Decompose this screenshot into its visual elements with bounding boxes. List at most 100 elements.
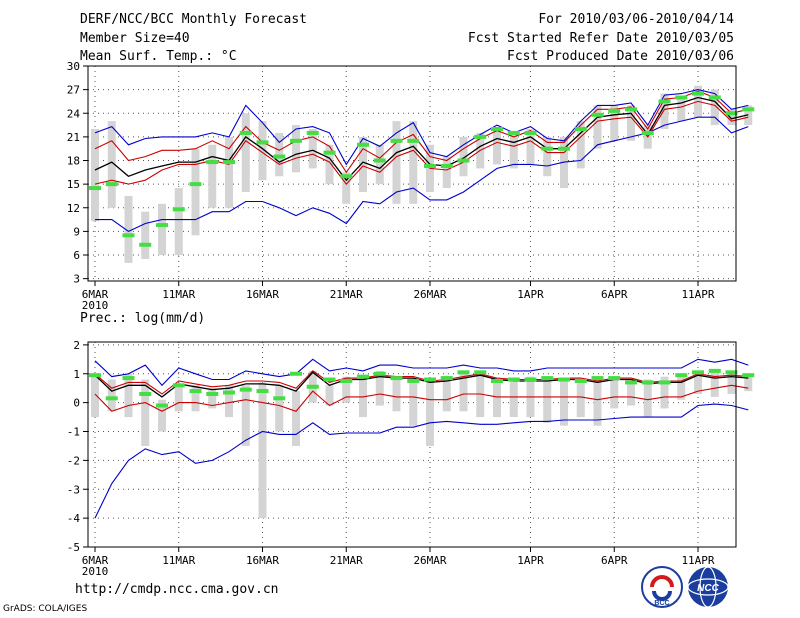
- prec-xtick-label: 26MAR: [413, 554, 446, 567]
- temp-box: [258, 121, 267, 181]
- prec-xtick-label: 16MAR: [246, 554, 279, 567]
- temp-ytick-label: 18: [67, 155, 80, 168]
- temp-box: [610, 105, 619, 141]
- temp-box: [409, 121, 418, 204]
- prec-median-marker: [407, 378, 420, 383]
- prec-box: [275, 385, 284, 432]
- temp-median-marker: [524, 130, 537, 135]
- prec-median-marker: [105, 396, 118, 401]
- temp-median-marker: [172, 207, 185, 212]
- temp-xtick-label: 26MAR: [413, 288, 446, 301]
- temp-median-marker: [658, 99, 671, 104]
- temp-median-marker: [206, 160, 219, 165]
- prec-ytick-label: -2: [67, 454, 80, 467]
- temp-ytick-label: 24: [67, 107, 81, 120]
- prec-median-marker: [256, 389, 269, 394]
- prec-box: [459, 373, 468, 412]
- prec-lower-outer-line: [94, 403, 749, 519]
- prec-xtick-sublabel: 2010: [82, 565, 109, 578]
- prec-box: [426, 379, 434, 446]
- temp-box: [325, 144, 334, 185]
- temp-box: [526, 129, 535, 165]
- temp-median-marker: [440, 164, 453, 169]
- temp-xtick-label: 16MAR: [246, 288, 279, 301]
- bcc-logo-text: BCC: [654, 600, 669, 607]
- prec-median-marker: [457, 370, 470, 375]
- prec-median-marker: [122, 376, 135, 381]
- prec-median-marker: [742, 373, 755, 378]
- prec-ytick-label: 0: [73, 397, 80, 410]
- prec-box: [325, 385, 334, 406]
- temp-box: [392, 121, 401, 204]
- temp-lower-inner-line: [94, 100, 749, 185]
- temp-box: [677, 97, 686, 122]
- prec-ytick-label: -3: [67, 483, 80, 496]
- temp-median-marker: [591, 112, 604, 117]
- prec-median-marker: [172, 383, 185, 388]
- temp-median-marker: [373, 158, 386, 163]
- prec-median-marker: [541, 376, 554, 381]
- temp-xtick-label: 21MAR: [330, 288, 363, 301]
- prec-median-marker: [708, 368, 721, 373]
- temp-box: [208, 144, 217, 208]
- source-url[interactable]: http://cmdp.ncc.cma.gov.cn: [75, 582, 279, 597]
- temp-box: [627, 105, 635, 141]
- prec-xtick-label: 11MAR: [162, 554, 195, 567]
- prec-median-marker: [725, 370, 738, 375]
- prec-median-marker: [89, 373, 101, 378]
- prec-box: [409, 382, 418, 426]
- temp-upper-inner-line: [94, 90, 749, 174]
- temp-median-marker: [424, 164, 436, 169]
- temp-median-marker: [708, 95, 721, 100]
- prec-box: [191, 385, 200, 412]
- prec-median-marker: [625, 380, 637, 385]
- temp-box: [493, 129, 501, 165]
- prec-box: [208, 388, 217, 409]
- temp-ytick-label: 6: [73, 249, 80, 262]
- temp-median-marker: [390, 138, 403, 143]
- temp-median-marker: [641, 130, 654, 135]
- prec-box: [660, 376, 669, 409]
- temp-ytick-label: 3: [73, 273, 80, 286]
- prec-box: [493, 379, 501, 418]
- temp-box: [359, 136, 367, 193]
- prec-box: [225, 385, 233, 418]
- temp-box: [342, 172, 351, 204]
- temp-median-marker: [273, 154, 286, 159]
- prec-median-marker: [591, 376, 604, 381]
- temp-median-marker: [507, 130, 520, 135]
- temp-median-marker: [156, 223, 168, 228]
- prec-mean-line: [94, 371, 749, 398]
- prec-median-marker: [524, 377, 537, 382]
- temp-box: [241, 113, 250, 193]
- prec-xtick-label: 6APR: [601, 554, 628, 567]
- prec-box: [375, 370, 384, 406]
- temp-median-marker: [122, 233, 135, 238]
- temp-box: [191, 148, 200, 236]
- temp-ytick-label: 15: [67, 178, 80, 191]
- temp-median-marker: [340, 174, 353, 179]
- prec-box: [593, 376, 602, 426]
- temp-median-marker: [558, 146, 570, 151]
- prec-box: [292, 391, 300, 446]
- bcc-logo: BCC: [640, 565, 684, 609]
- temp-box: [593, 105, 602, 149]
- temp-median-marker: [223, 160, 235, 165]
- prec-xtick-label: 11APR: [681, 554, 714, 567]
- member-size: Member Size=40: [80, 31, 190, 46]
- temp-ytick-label: 30: [67, 60, 80, 73]
- prec-median-marker: [290, 371, 302, 376]
- temp-xtick-label: 6MAR: [82, 288, 109, 301]
- temp-box: [225, 136, 233, 208]
- temp-box: [710, 89, 719, 126]
- temp-ytick-label: 27: [67, 84, 80, 97]
- prec-median-marker: [440, 376, 453, 381]
- temp-box: [509, 132, 518, 169]
- temp-median-marker: [725, 111, 738, 116]
- temp-median-marker: [742, 107, 755, 112]
- ncc-logo: NCC: [686, 565, 730, 609]
- prec-box: [543, 379, 552, 423]
- prec-median-marker: [306, 384, 319, 389]
- temp-box: [375, 144, 384, 185]
